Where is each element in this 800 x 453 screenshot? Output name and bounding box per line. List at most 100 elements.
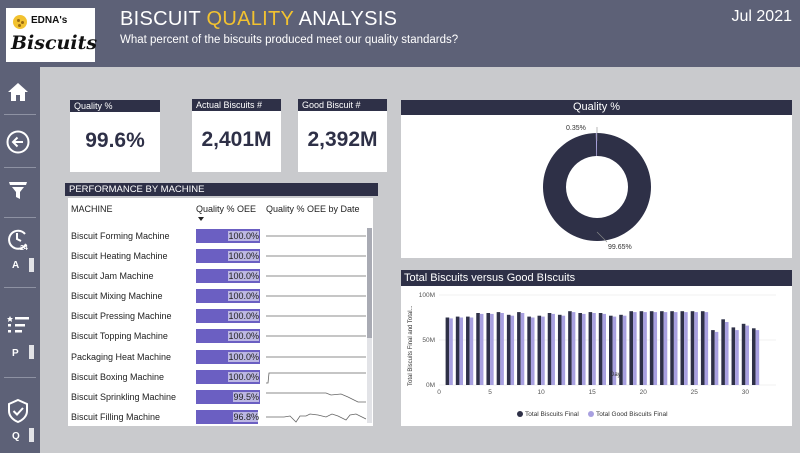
bar-total-biscuits[interactable] bbox=[466, 316, 470, 385]
biscuit-icon bbox=[13, 15, 27, 29]
bar-total-biscuits[interactable] bbox=[517, 312, 521, 385]
machine-name: Biscuit Pressing Machine bbox=[71, 311, 172, 321]
sidebar-letter-a: A bbox=[12, 260, 20, 271]
bar-good-biscuits[interactable] bbox=[745, 325, 749, 385]
page-subtitle: What percent of the biscuits produced me… bbox=[120, 34, 459, 46]
bar-total-biscuits[interactable] bbox=[619, 314, 623, 385]
bar-total-biscuits[interactable] bbox=[700, 311, 705, 385]
sort-desc-icon[interactable] bbox=[198, 217, 204, 221]
column-header-machine[interactable]: MACHINE bbox=[71, 204, 113, 214]
home-icon[interactable] bbox=[5, 79, 31, 105]
table-scrollbar-thumb[interactable] bbox=[367, 228, 372, 338]
bar-total-biscuits[interactable] bbox=[731, 327, 736, 385]
bar-good-biscuits[interactable] bbox=[633, 312, 637, 385]
bar-good-biscuits[interactable] bbox=[694, 312, 698, 385]
bar-total-biscuits[interactable] bbox=[629, 311, 634, 385]
bar-good-biscuits[interactable] bbox=[643, 312, 647, 385]
oee-value: 100.0% bbox=[196, 269, 260, 283]
bar-total-biscuits[interactable] bbox=[609, 315, 613, 385]
bar-good-biscuits[interactable] bbox=[530, 317, 535, 386]
quality-donut-panel: Quality % 0.35% 99.65% bbox=[401, 100, 792, 258]
x-tick-label: 10 bbox=[538, 389, 546, 396]
bar-good-biscuits[interactable] bbox=[684, 312, 688, 385]
bar-total-biscuits[interactable] bbox=[537, 315, 542, 385]
bar-total-biscuits[interactable] bbox=[660, 311, 664, 385]
x-tick-label: 25 bbox=[691, 389, 699, 396]
bar-good-biscuits[interactable] bbox=[653, 312, 658, 385]
bar-total-biscuits[interactable] bbox=[721, 319, 725, 385]
bar-good-biscuits[interactable] bbox=[469, 317, 474, 386]
performance-table[interactable]: MACHINE Quality % OEE Quality % OEE by D… bbox=[68, 198, 373, 426]
bar-total-biscuits[interactable] bbox=[445, 317, 450, 386]
report-date: Jul 2021 bbox=[731, 8, 793, 25]
kpi-actual-value: 2,401M bbox=[201, 128, 272, 151]
bar-total-biscuits[interactable] bbox=[598, 313, 603, 385]
star-list-icon[interactable] bbox=[5, 311, 31, 337]
bar-good-biscuits[interactable] bbox=[510, 315, 515, 385]
column-header-oee[interactable]: Quality % OEE bbox=[196, 204, 257, 214]
bar-good-biscuits[interactable] bbox=[520, 313, 525, 385]
bar-total-biscuits[interactable] bbox=[639, 311, 644, 385]
bar-good-biscuits[interactable] bbox=[449, 318, 453, 385]
bar-total-biscuits[interactable] bbox=[496, 312, 501, 385]
oee-value-text: 100.0% bbox=[228, 352, 259, 362]
bar-good-biscuits[interactable] bbox=[561, 315, 566, 385]
chart-legend: Total Biscuits Final Total Good Biscuits… bbox=[517, 411, 668, 418]
bar-good-biscuits[interactable] bbox=[704, 312, 709, 385]
clock-24-icon[interactable]: 24 bbox=[5, 226, 31, 252]
bar-good-biscuits[interactable] bbox=[714, 331, 719, 385]
bar-good-biscuits[interactable] bbox=[735, 330, 739, 385]
bar-total-biscuits[interactable] bbox=[588, 312, 593, 385]
sidebar-divider bbox=[4, 377, 36, 378]
oee-value: 100.0% bbox=[196, 329, 260, 343]
bar-total-biscuits[interactable] bbox=[557, 314, 562, 385]
bar-good-biscuits[interactable] bbox=[490, 313, 494, 385]
bar-total-biscuits[interactable] bbox=[527, 316, 531, 385]
oee-value-text: 100.0% bbox=[228, 311, 259, 321]
bar-total-biscuits[interactable] bbox=[751, 328, 756, 385]
bar-good-biscuits[interactable] bbox=[571, 312, 576, 385]
bar-good-biscuits[interactable] bbox=[622, 315, 627, 385]
bar-good-biscuits[interactable] bbox=[479, 313, 484, 385]
y-tick-label: 0M bbox=[426, 382, 435, 389]
bar-total-biscuits[interactable] bbox=[578, 313, 582, 385]
bar-good-biscuits[interactable] bbox=[500, 313, 504, 385]
bar-total-biscuits[interactable] bbox=[547, 313, 552, 385]
sidebar-indicator bbox=[29, 345, 34, 359]
back-arrow-icon[interactable] bbox=[5, 129, 31, 155]
kpi-quality-value: 99.6% bbox=[85, 129, 145, 152]
biscuits-bar-chart[interactable]: Total Biscuits Final and Total... 0M 50M 1… bbox=[401, 286, 792, 426]
bar-total-biscuits[interactable] bbox=[711, 330, 715, 385]
bar-total-biscuits[interactable] bbox=[741, 323, 746, 385]
bar-good-biscuits[interactable] bbox=[724, 322, 729, 385]
bar-total-biscuits[interactable] bbox=[506, 314, 511, 385]
bar-total-biscuits[interactable] bbox=[690, 311, 695, 385]
filter-icon[interactable] bbox=[5, 177, 31, 203]
company-logo: EDNA's Biscuits bbox=[6, 8, 97, 62]
bar-total-biscuits[interactable] bbox=[568, 311, 572, 385]
bar-good-biscuits[interactable] bbox=[612, 316, 617, 385]
bar-total-biscuits[interactable] bbox=[670, 311, 674, 385]
bar-total-biscuits[interactable] bbox=[455, 316, 460, 385]
bar-good-biscuits[interactable] bbox=[551, 313, 555, 385]
machine-name: Biscuit Forming Machine bbox=[71, 231, 170, 241]
sparkline-path bbox=[266, 392, 366, 403]
shield-check-icon[interactable] bbox=[5, 398, 31, 424]
bar-good-biscuits[interactable] bbox=[459, 317, 464, 386]
quality-donut-chart[interactable]: 0.35% 99.65% bbox=[401, 115, 792, 258]
oee-value: 100.0% bbox=[196, 309, 260, 323]
bar-total-biscuits[interactable] bbox=[486, 313, 491, 385]
column-header-oee-by-date[interactable]: Quality % OEE by Date bbox=[266, 204, 360, 214]
bar-good-biscuits[interactable] bbox=[592, 313, 596, 385]
bar-good-biscuits[interactable] bbox=[673, 312, 678, 385]
donut-slice-good[interactable] bbox=[543, 133, 652, 241]
bar-total-biscuits[interactable] bbox=[649, 311, 654, 385]
bar-good-biscuits[interactable] bbox=[581, 313, 586, 385]
legend-dot-good bbox=[588, 411, 594, 417]
bar-good-biscuits[interactable] bbox=[663, 312, 668, 385]
bar-total-biscuits[interactable] bbox=[476, 313, 480, 385]
bar-good-biscuits[interactable] bbox=[755, 330, 760, 385]
bar-total-biscuits[interactable] bbox=[680, 311, 685, 385]
bar-good-biscuits[interactable] bbox=[602, 313, 606, 385]
bar-good-biscuits[interactable] bbox=[541, 316, 545, 385]
